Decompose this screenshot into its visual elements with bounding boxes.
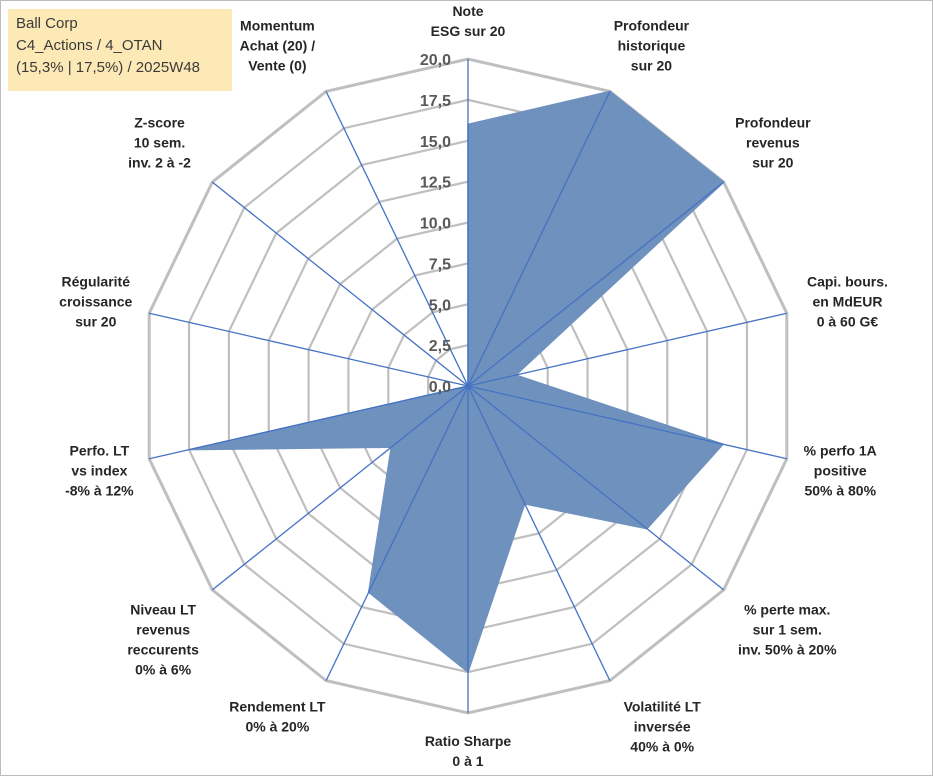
- tick-label: 0,0: [429, 379, 451, 396]
- tick-label: 2,5: [429, 338, 451, 355]
- axis-label-line: Capi. bours.: [807, 274, 888, 290]
- axis-label-line: sur 20: [631, 58, 672, 74]
- axis-label-line: sur 1 sem.: [753, 622, 822, 638]
- axis-label-line: 50% à 80%: [804, 482, 876, 498]
- axis-label: Profondeur revenus sur 20: [735, 114, 811, 170]
- axis-label-line: 10 sem.: [134, 134, 185, 150]
- axis-label-line: Note: [452, 3, 483, 19]
- axis-label-line: % perfo 1A: [804, 442, 877, 458]
- axis-label-line: 0% à 6%: [135, 662, 192, 678]
- axis-label-line: % perte max.: [744, 602, 830, 618]
- axis-label-line: Achat (20) /: [240, 38, 316, 54]
- axis-label-line: Profondeur: [735, 114, 811, 130]
- axis-label-line: Régularité: [62, 274, 131, 290]
- axis-label: Régularité croissance sur 20: [59, 274, 132, 330]
- axis-label-line: sur 20: [752, 154, 793, 170]
- company-name: Ball Corp: [16, 15, 78, 32]
- axis-label-line: 0 à 1: [452, 753, 483, 769]
- axis-label-line: Momentum: [240, 18, 315, 34]
- info-box: Ball Corp C4_Actions / 4_OTAN (15,3% | 1…: [8, 9, 232, 91]
- axis-label-line: 0% à 20%: [245, 718, 309, 734]
- axis-label: Volatilité LT inversée 40% à 0%: [624, 698, 702, 754]
- axis-spoke: [149, 385, 469, 460]
- category-label: C4_Actions / 4_OTAN: [16, 37, 163, 54]
- axis-label: Note ESG sur 20: [431, 3, 506, 39]
- axis-label-line: reccurents: [127, 642, 199, 658]
- performance-label: (15,3% | 17,5%) / 2025W48: [16, 59, 200, 76]
- axis-label-line: Perfo. LT: [70, 442, 130, 458]
- axis-spoke: [149, 312, 469, 387]
- axis-label: Perfo. LT vs index -8% à 12%: [65, 442, 134, 498]
- tick-label: 5,0: [429, 297, 451, 314]
- axis-label-line: 0 à 60 G€: [817, 314, 879, 330]
- axis-label: % perte max. sur 1 sem. inv. 50% à 20%: [738, 602, 837, 658]
- axis-spoke: [467, 385, 725, 591]
- tick-label: 7,5: [429, 256, 451, 273]
- tick-label: 17,5: [420, 93, 451, 110]
- axis-spoke: [467, 385, 787, 460]
- axis-label-line: Vente (0): [248, 58, 306, 74]
- tick-label: 10,0: [420, 216, 451, 233]
- axis-spoke: [467, 91, 611, 387]
- axis-label-line: Rendement LT: [229, 698, 326, 714]
- axis-label-line: croissance: [59, 294, 132, 310]
- axis-label-line: Volatilité LT: [624, 698, 702, 714]
- radar-spokes: [149, 59, 787, 713]
- axis-label-line: vs index: [71, 462, 127, 478]
- axis-label-line: revenus: [746, 134, 800, 150]
- axis-label-line: inv. 2 à -2: [128, 154, 191, 170]
- axis-spoke: [325, 385, 469, 681]
- axis-spoke: [467, 181, 725, 387]
- axis-label: % perfo 1A positive 50% à 80%: [804, 442, 877, 498]
- axis-label-line: Ratio Sharpe: [425, 733, 512, 749]
- radar-axis-labels: Note ESG sur 20 Profondeur historique sur 20…: [59, 3, 888, 769]
- axis-label-line: ESG sur 20: [431, 23, 506, 39]
- axis-label-line: 40% à 0%: [630, 738, 694, 754]
- axis-label: Z-score 10 sem. inv. 2 à -2: [128, 114, 191, 170]
- axis-label-line: Niveau LT: [130, 602, 196, 618]
- axis-spoke: [467, 312, 787, 387]
- axis-spoke: [467, 385, 611, 681]
- axis-label-line: positive: [814, 462, 867, 478]
- axis-label-line: inv. 50% à 20%: [738, 642, 837, 658]
- tick-label: 15,0: [420, 134, 451, 151]
- axis-label-line: -8% à 12%: [65, 482, 134, 498]
- axis-label-line: Profondeur: [614, 18, 690, 34]
- axis-label-line: revenus: [136, 622, 190, 638]
- axis-label-line: inversée: [634, 718, 691, 734]
- axis-label: Niveau LT revenus reccurents 0% à 6%: [127, 602, 199, 678]
- tick-label: 12,5: [420, 175, 451, 192]
- axis-spoke: [211, 181, 469, 387]
- axis-label-line: en MdEUR: [812, 294, 882, 310]
- tick-label: 20,0: [420, 52, 451, 69]
- radar-tick-labels: 0,0 2,5 5,0 7,5 10,0 12,5 15,0 17,5 20,0: [420, 52, 451, 396]
- axis-label: Rendement LT 0% à 20%: [229, 698, 326, 734]
- axis-label: Capi. bours. en MdEUR 0 à 60 G€: [807, 274, 888, 330]
- axis-label-line: historique: [618, 38, 686, 54]
- axis-label-line: Z-score: [134, 114, 185, 130]
- axis-spoke: [325, 91, 469, 387]
- axis-label: Momentum Achat (20) / Vente (0): [240, 18, 316, 74]
- axis-label: Ratio Sharpe 0 à 1: [425, 733, 512, 769]
- axis-spoke: [211, 385, 469, 591]
- axis-label-line: sur 20: [75, 314, 116, 330]
- axis-label: Profondeur historique sur 20: [614, 18, 690, 74]
